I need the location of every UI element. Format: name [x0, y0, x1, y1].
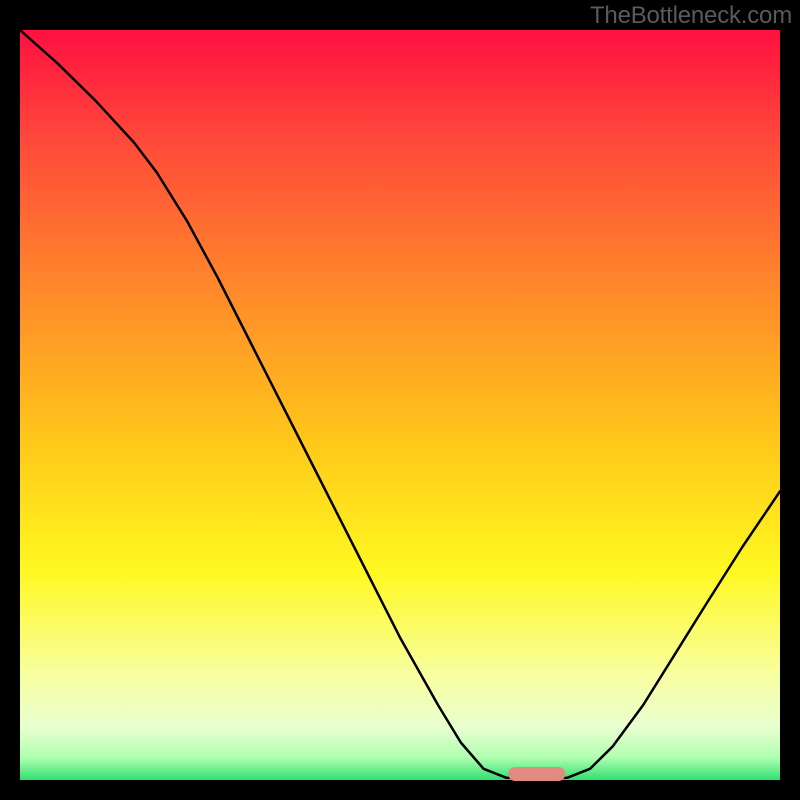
chart-container: TheBottleneck.com [0, 0, 800, 800]
watermark-text: TheBottleneck.com [590, 2, 792, 30]
optimal-marker [508, 767, 565, 781]
bottleneck-plot [0, 0, 800, 800]
